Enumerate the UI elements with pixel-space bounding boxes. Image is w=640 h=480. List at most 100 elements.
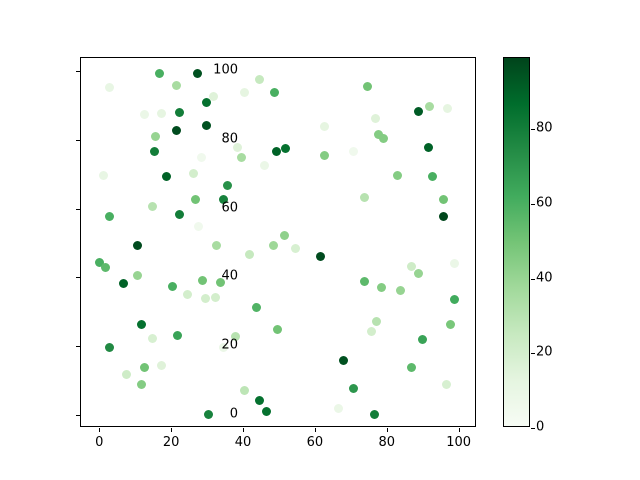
scatter-point xyxy=(370,409,380,419)
scatter-point xyxy=(376,282,386,292)
colorbar-tick-label: 40 xyxy=(536,270,553,285)
scatter-point xyxy=(348,146,358,156)
scatter-point xyxy=(374,129,384,139)
scatter-point xyxy=(425,102,435,112)
scatter-point xyxy=(104,342,114,352)
scatter-point xyxy=(172,125,182,135)
scatter-point xyxy=(118,279,128,289)
scatter-point xyxy=(271,146,281,156)
scatter-point xyxy=(149,146,159,156)
scatter-point xyxy=(360,193,370,203)
scatter-point xyxy=(338,355,348,365)
scatter-point xyxy=(172,330,182,340)
x-axis-tick xyxy=(458,428,460,432)
scatter-point xyxy=(105,82,115,92)
colorbar-tick xyxy=(531,278,535,280)
scatter-point xyxy=(175,210,185,220)
scatter-point xyxy=(424,143,434,153)
colorbar-tick-label: 60 xyxy=(536,195,553,211)
scatter-point xyxy=(428,172,438,181)
scatter-point xyxy=(222,180,232,190)
scatter-point xyxy=(360,276,370,286)
scatter-point xyxy=(196,152,206,162)
scatter-point xyxy=(101,262,111,272)
scatter-point xyxy=(252,303,262,313)
y-axis-tick xyxy=(76,415,80,417)
y-axis-tick-label: 60 xyxy=(221,200,238,216)
scatter-point xyxy=(378,134,388,144)
scatter-point xyxy=(319,122,329,132)
scatter-point xyxy=(245,249,255,259)
scatter-point xyxy=(413,107,423,117)
scatter-point xyxy=(279,231,289,241)
scatter-point xyxy=(406,362,416,372)
scatter-point xyxy=(443,104,453,114)
scatter-point xyxy=(174,108,184,118)
scatter-point xyxy=(136,379,146,389)
scatter-point xyxy=(255,75,265,85)
scatter-point xyxy=(200,294,210,304)
x-axis-tick xyxy=(171,428,173,432)
colorbar-tick-label: 20 xyxy=(536,344,553,360)
scatter-point xyxy=(210,292,220,302)
scatter-point xyxy=(98,171,108,181)
scatter-point xyxy=(406,261,416,271)
scatter-point xyxy=(201,98,211,108)
scatter-point xyxy=(157,361,167,371)
scatter-point xyxy=(189,168,199,178)
scatter-point xyxy=(413,269,423,279)
scatter-point xyxy=(260,161,270,171)
scatter-point xyxy=(255,395,265,405)
scatter-point xyxy=(211,241,221,251)
scatter-point xyxy=(272,325,282,335)
scatter-point xyxy=(446,320,456,330)
x-axis-tick xyxy=(243,428,245,432)
y-axis-tick-label: 40 xyxy=(221,268,238,284)
scatter-point xyxy=(439,195,449,205)
y-axis-tick xyxy=(76,139,80,141)
x-axis-tick-label: 40 xyxy=(234,435,252,450)
scatter-point xyxy=(363,81,373,91)
y-axis-tick xyxy=(76,70,80,72)
x-axis-tick-label: 60 xyxy=(306,435,324,450)
scatter-point xyxy=(367,327,377,337)
scatter-point xyxy=(193,69,203,79)
scatter-point xyxy=(201,121,211,131)
plot-area: 0 20 40 60 80 100 xyxy=(76,57,476,450)
scatter-point xyxy=(219,342,229,352)
scatter-point xyxy=(162,172,172,181)
scatter-point xyxy=(172,81,182,91)
scatter-point xyxy=(209,91,219,101)
y-axis-tick xyxy=(76,277,80,279)
y-axis-tick xyxy=(76,208,80,210)
scatter-point xyxy=(94,258,104,268)
scatter-point xyxy=(348,383,358,393)
scatter-point xyxy=(371,317,381,327)
scatter-point xyxy=(132,240,142,250)
scatter-point xyxy=(240,386,250,396)
x-axis-tick-label: 0 xyxy=(95,435,104,450)
scatter-point xyxy=(316,252,326,262)
scatter-point xyxy=(219,195,229,205)
scatter-point xyxy=(396,286,406,296)
scatter-point xyxy=(370,114,380,124)
scatter-point xyxy=(182,290,192,300)
scatter-point xyxy=(237,153,247,163)
x-axis-tick-label: 20 xyxy=(162,435,180,450)
scatter-point xyxy=(319,150,329,160)
scatter-point xyxy=(203,409,213,419)
y-axis-tick-label: 0 xyxy=(229,406,238,422)
scatter-point xyxy=(449,259,459,269)
scatter-point xyxy=(442,380,452,390)
scatter-point xyxy=(157,108,167,118)
scatter-point xyxy=(449,295,459,305)
scatter-point xyxy=(104,212,114,222)
scatter-point xyxy=(140,362,150,372)
x-axis-tick xyxy=(99,428,101,432)
scatter-point xyxy=(280,144,290,154)
scatter-point xyxy=(269,241,279,251)
y-axis-tick-label: 20 xyxy=(221,337,238,353)
y-axis-tick-label: 100 xyxy=(213,62,238,78)
x-axis-tick xyxy=(386,428,388,432)
